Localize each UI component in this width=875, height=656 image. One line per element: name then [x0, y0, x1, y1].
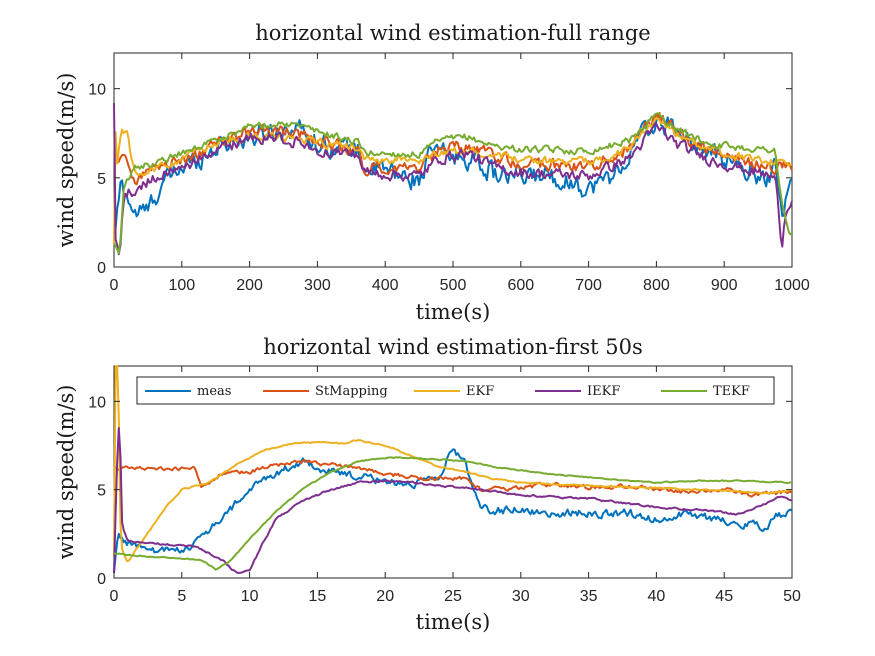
x-tick-label: 100: [168, 277, 195, 294]
series-line-meas: [113, 448, 793, 574]
x-tick-label: 20: [376, 588, 394, 605]
legend-label-iekf: IEKF: [587, 384, 620, 399]
x-tick-label: 25: [444, 588, 462, 605]
legend-label-ekf: EKF: [466, 384, 494, 399]
x-tick-label: 5: [177, 588, 186, 605]
x-tick-label: 15: [309, 588, 327, 605]
legend: meas StMapping EKF IEKF TEKF: [136, 376, 775, 405]
legend-label-tekf: TEKF: [713, 384, 750, 399]
x-tick-label: 300: [304, 277, 331, 294]
legend-label-meas: meas: [197, 384, 231, 399]
x-tick-label: 500: [440, 277, 467, 294]
x-axis-label: time(s): [416, 300, 491, 324]
x-tick-label: 10: [241, 588, 259, 605]
series-layer: [113, 103, 793, 256]
x-tick-label: 35: [580, 588, 598, 605]
series-line-stmapping: [113, 459, 793, 498]
y-axis-label: wind speed(m/s): [54, 72, 78, 247]
x-ticks: 0 5 10 15 20 25 30 35 40 45 50: [110, 366, 801, 605]
x-tick-label: 40: [648, 588, 666, 605]
series-line-iekf: [113, 427, 793, 574]
x-tick-label: 600: [507, 277, 534, 294]
series-line-ekf: [113, 365, 793, 562]
x-tick-label: 45: [715, 588, 733, 605]
x-tick-label: 0: [110, 588, 119, 605]
y-ticks: 0 5 10: [88, 82, 792, 277]
y-tick-label: 10: [88, 394, 106, 411]
series-line-tekf: [113, 456, 792, 571]
x-tick-label: 0: [110, 277, 119, 294]
x-tick-label: 800: [643, 277, 670, 294]
x-tick-label: 50: [783, 588, 801, 605]
series-line-tekf: [113, 112, 793, 255]
x-tick-label: 400: [372, 277, 399, 294]
y-tick-label: 5: [97, 483, 106, 500]
x-tick-label: 700: [575, 277, 602, 294]
x-tick-label: 200: [236, 277, 263, 294]
chart-title: horizontal wind estimation-first 50s: [263, 335, 643, 359]
series-layer: [113, 365, 793, 574]
x-ticks: 0 100 200 300 400 500 600 700 800 900 1000: [110, 53, 810, 294]
y-ticks: 0 5 10: [88, 394, 792, 588]
axes-first-50s: horizontal wind estimation-first 50s 0 5 1…: [54, 335, 801, 634]
y-tick-label: 0: [97, 260, 106, 277]
legend-label-stmapping: StMapping: [315, 384, 388, 399]
chart-title: horizontal wind estimation-full range: [255, 21, 650, 45]
y-tick-label: 5: [97, 171, 106, 188]
x-tick-label: 900: [711, 277, 738, 294]
axes-full-range: horizontal wind estimation-full range 0 1…: [54, 21, 810, 324]
x-tick-label: 30: [512, 588, 530, 605]
series-line-iekf: [113, 103, 793, 256]
y-tick-label: 10: [88, 82, 106, 99]
y-tick-label: 0: [97, 571, 106, 588]
y-axis-label: wind speed(m/s): [54, 384, 78, 559]
x-axis-label: time(s): [416, 610, 491, 634]
series-line-ekf: [113, 116, 793, 245]
x-tick-label: 1000: [774, 277, 810, 294]
